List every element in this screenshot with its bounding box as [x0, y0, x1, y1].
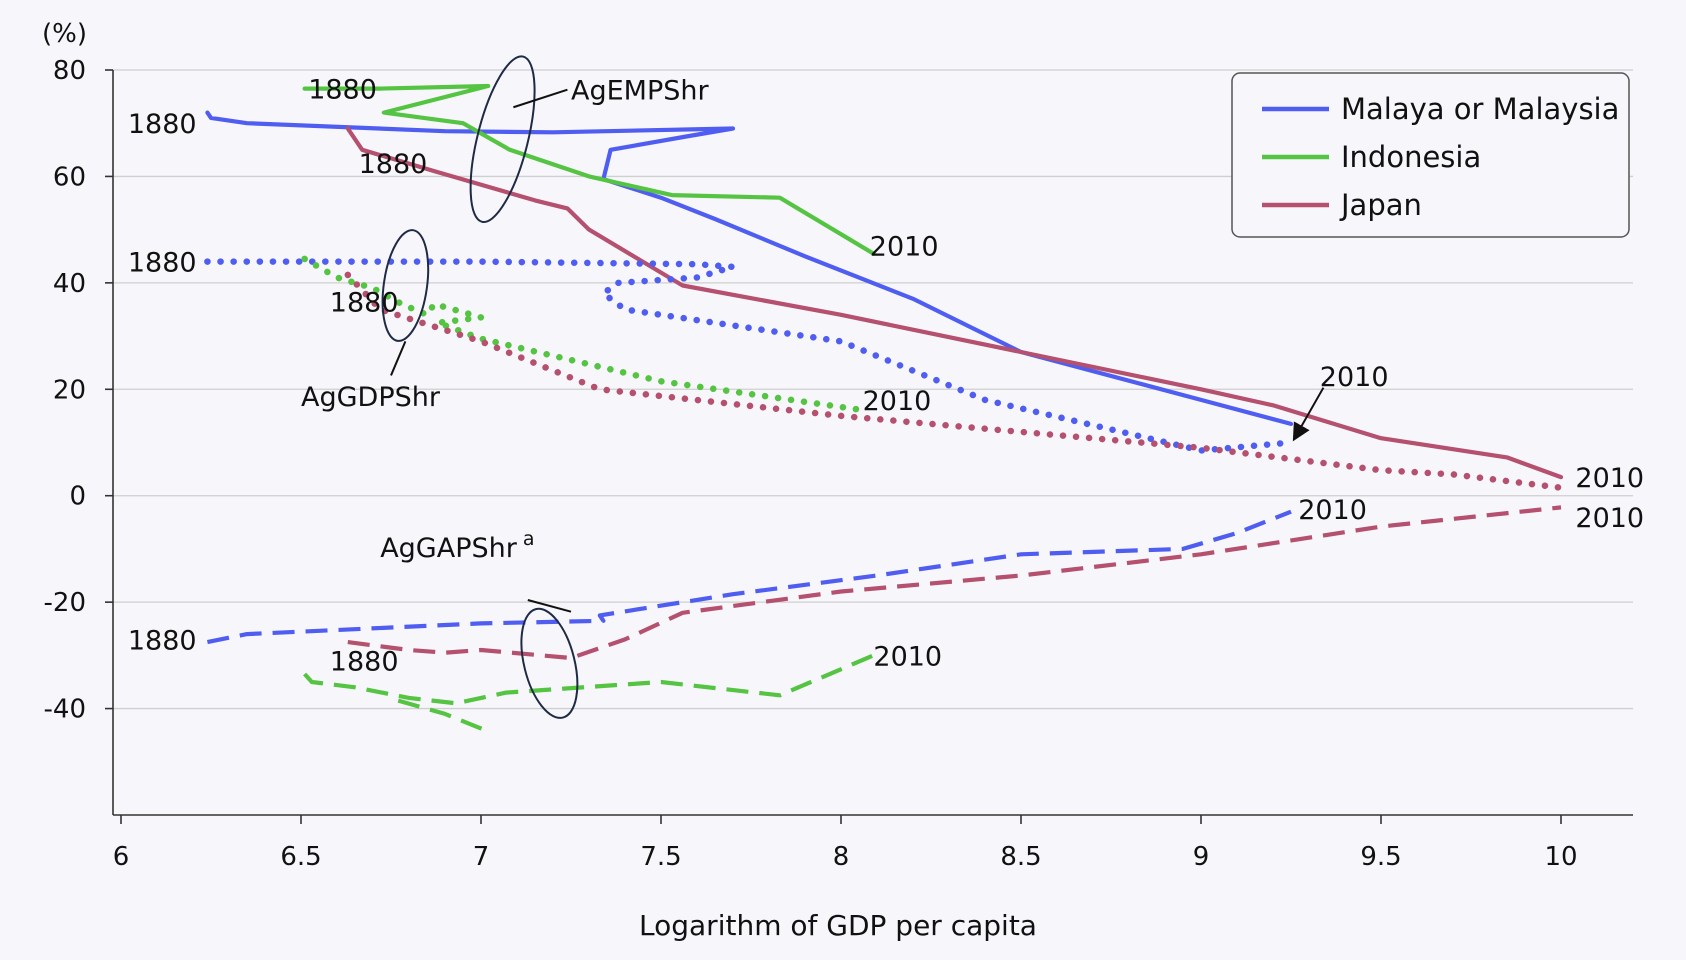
annotation-label: 1880: [128, 625, 197, 656]
leader-line: [513, 88, 568, 109]
y-tick-label: 80: [53, 56, 86, 86]
series-layer: [204, 83, 1565, 732]
x-tick-label: 7: [473, 842, 490, 872]
group-ellipses: [381, 55, 579, 719]
leader-line: [527, 599, 572, 613]
annotation-label: AgGAPShr a: [380, 528, 534, 564]
leader-line: [390, 341, 407, 376]
series-indonesia-aggdpshr: [301, 255, 870, 414]
series-japan-aggdpshr: [344, 271, 1565, 491]
y-tick-label: 20: [53, 375, 86, 405]
annotation-label: 2010: [1298, 495, 1367, 526]
annotations: 1880 1880 1880 1880 1880 1880 1880 2010 2010 2010…: [128, 75, 1644, 678]
x-tick-label: 6: [113, 842, 130, 872]
group-ellipse: [520, 607, 579, 719]
series-malaya-or-malaysia-agempshr: [205, 110, 1294, 426]
y-tick-label: 40: [53, 269, 86, 299]
annotation-label: AgEMPShr: [571, 76, 709, 107]
x-tick-label: 10: [1544, 842, 1577, 872]
y-tick-label: 60: [53, 162, 86, 192]
series-indonesia-aggapshr: [397, 698, 486, 732]
x-tick-label: 9.5: [1360, 842, 1401, 872]
group-ellipse: [469, 55, 536, 224]
y-axis-unit-label: (%): [42, 19, 87, 49]
legend-label: Indonesia: [1341, 140, 1481, 174]
y-tick-label: 0: [69, 482, 86, 512]
y-tick-label: -40: [44, 695, 86, 725]
series-japan-aggapshr: [347, 505, 1562, 661]
series-indonesia-aggapshr: [303, 653, 875, 706]
x-tick-label: 9: [1193, 842, 1210, 872]
x-tick-label: 7.5: [640, 842, 681, 872]
legend-box: [1231, 72, 1630, 238]
annotation-label: 2010: [873, 641, 942, 672]
annotation-superscript: a: [523, 528, 535, 550]
annotation-label: 2010: [863, 386, 932, 417]
x-tick-label: 8.5: [1000, 842, 1041, 872]
group-ellipse: [381, 229, 430, 342]
x-tick-label: 8: [833, 842, 850, 872]
annotation-label: 1880: [308, 75, 377, 106]
annotation-label: 2010: [1320, 362, 1389, 393]
annotation-label: 2010: [1575, 463, 1644, 494]
annotation-label: AgGDPShr: [301, 382, 441, 413]
series-indonesia-agempshr: [302, 83, 876, 256]
annotation-label: 2010: [1575, 503, 1644, 534]
annotation-arrow: [1292, 387, 1325, 442]
series-malaya-or-malaysia-aggdpshr: [204, 258, 1295, 454]
x-tick-label: 6.5: [280, 842, 321, 872]
legend-label: Japan: [1339, 188, 1422, 222]
legend: Malaya or Malaysia Indonesia Japan: [1231, 72, 1630, 238]
annotation-label: 2010: [870, 232, 939, 263]
series-japan-agempshr: [345, 126, 1564, 480]
series-malaya-or-malaysia-aggapshr: [206, 509, 1292, 645]
axes: 80 60 40 20 0 -20 -40 6 6.5 7 7.5 8 8.5 9 9.5 10: [44, 56, 1633, 872]
annotation-label: 1880: [128, 109, 197, 140]
y-tick-label: -20: [44, 588, 86, 618]
annotation-label: 1880: [128, 248, 197, 279]
legend-label: Malaya or Malaysia: [1341, 92, 1619, 126]
annotation-label: 1880: [330, 287, 399, 318]
annotation-label: 1880: [359, 149, 428, 180]
annotation-label: 1880: [330, 647, 399, 678]
x-axis-title: Logarithm of GDP per capita: [639, 909, 1037, 942]
